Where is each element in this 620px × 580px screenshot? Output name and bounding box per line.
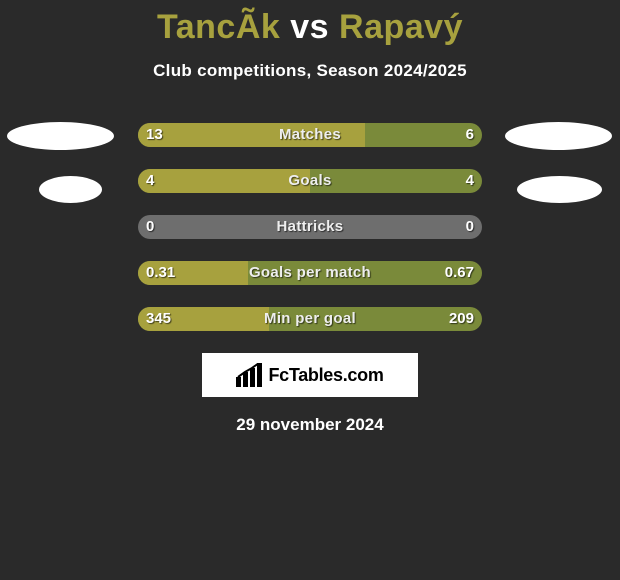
- stat-row: Min per goal345 209: [0, 307, 620, 331]
- page-title: TancÃ­k vs Rapavý: [0, 0, 620, 47]
- stat-row: Matches13 6: [0, 123, 620, 147]
- stat-row: Hattricks0 0: [0, 215, 620, 239]
- title-player-2: Rapavý: [339, 8, 463, 46]
- title-player-1: TancÃ­k: [157, 8, 280, 46]
- stat-value-right: 0: [466, 215, 474, 239]
- stat-row: Goals per match0.31 0.67: [0, 261, 620, 285]
- brand-box: FcTables.com: [202, 353, 418, 397]
- stat-value-right: 209: [449, 307, 474, 331]
- stats-area: Matches13 6 Goals4 4 Hattricks0 0 Goals per ma…: [0, 123, 620, 331]
- stat-value-left: 13: [146, 123, 163, 147]
- date-text: 29 november 2024: [0, 415, 620, 435]
- stat-value-right: 0.67: [445, 261, 474, 285]
- stat-value-left: 4: [146, 169, 154, 193]
- stat-value-left: 345: [146, 307, 171, 331]
- title-vs: vs: [290, 8, 329, 46]
- stat-bar: Min per goal345 209: [138, 307, 482, 331]
- chart-icon: [236, 363, 264, 387]
- stat-bar: Goals4 4: [138, 169, 482, 193]
- stat-label: Hattricks: [138, 215, 482, 239]
- stat-label: Goals: [138, 169, 482, 193]
- stat-bar: Goals per match0.31 0.67: [138, 261, 482, 285]
- stat-value-right: 6: [466, 123, 474, 147]
- stat-row: Goals4 4: [0, 169, 620, 193]
- stat-bar: Hattricks0 0: [138, 215, 482, 239]
- subtitle: Club competitions, Season 2024/2025: [0, 61, 620, 81]
- stat-rows: Matches13 6 Goals4 4 Hattricks0 0 Goals per ma…: [0, 123, 620, 331]
- stat-label: Matches: [138, 123, 482, 147]
- brand-text: FcTables.com: [268, 365, 383, 386]
- stat-value-left: 0.31: [146, 261, 175, 285]
- stat-value-right: 4: [466, 169, 474, 193]
- stat-value-left: 0: [146, 215, 154, 239]
- stat-label: Min per goal: [138, 307, 482, 331]
- stat-label: Goals per match: [138, 261, 482, 285]
- stat-bar: Matches13 6: [138, 123, 482, 147]
